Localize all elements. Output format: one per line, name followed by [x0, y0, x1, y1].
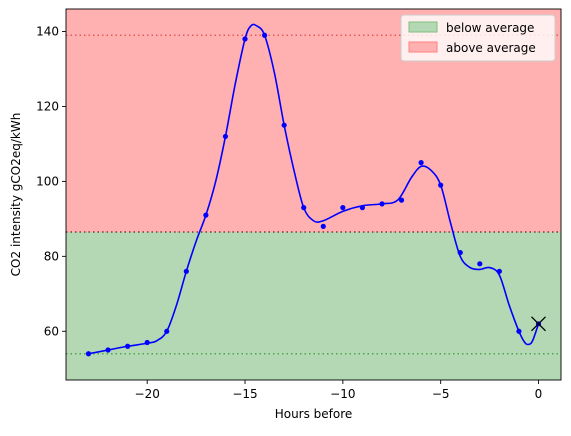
x-axis-ticks: −20 −15 −10 −5 0 [135, 380, 543, 401]
data-point [340, 205, 346, 211]
series-group [85, 23, 546, 357]
data-point [261, 32, 268, 38]
band-below-average [66, 231, 561, 380]
data-point [203, 212, 209, 218]
data-point [359, 205, 366, 211]
data-point [496, 268, 502, 274]
y-axis-label: CO2 intensity gCO2eq/kWh [9, 113, 23, 277]
average-bands [66, 9, 561, 380]
y-tick-label: 100 [36, 174, 59, 188]
plot-frame [65, 8, 562, 381]
legend: below average above average [400, 14, 556, 62]
legend-swatch [408, 21, 438, 33]
legend-box [400, 14, 556, 62]
data-point [379, 201, 385, 207]
data-point [281, 122, 287, 128]
data-point [144, 339, 150, 346]
data-point [164, 328, 170, 334]
x-tick-label: −10 [330, 387, 355, 401]
data-point [242, 36, 248, 42]
data-point [398, 197, 405, 203]
x-axis-label: Hours before [275, 407, 353, 421]
data-point [183, 268, 189, 274]
plot-border [65, 8, 562, 381]
data-point [301, 205, 307, 211]
x-tick-label: −20 [135, 387, 160, 401]
data-point [477, 261, 483, 267]
current-marker [531, 316, 546, 332]
legend-swatch [408, 41, 438, 53]
y-axis-ticks: 60 80 100 120 140 [36, 24, 66, 338]
reference-lines [66, 34, 561, 355]
data-point [516, 328, 522, 334]
y-tick-label: 120 [36, 99, 59, 113]
data-point [222, 133, 229, 140]
data-point [320, 223, 326, 229]
y-tick-label: 80 [44, 249, 59, 263]
x-tick-label: −15 [232, 387, 257, 401]
x-tick-label: −5 [432, 387, 450, 401]
data-point [457, 249, 463, 256]
x-tick-label: 0 [535, 387, 543, 401]
data-point [105, 347, 111, 353]
legend-label: above average [446, 41, 536, 55]
data-point [418, 160, 424, 166]
data-point [438, 182, 444, 188]
data-point [85, 351, 92, 357]
y-tick-label: 140 [36, 24, 59, 38]
data-point [125, 343, 131, 349]
y-tick-label: 60 [44, 324, 59, 338]
legend-label: below average [446, 21, 534, 35]
